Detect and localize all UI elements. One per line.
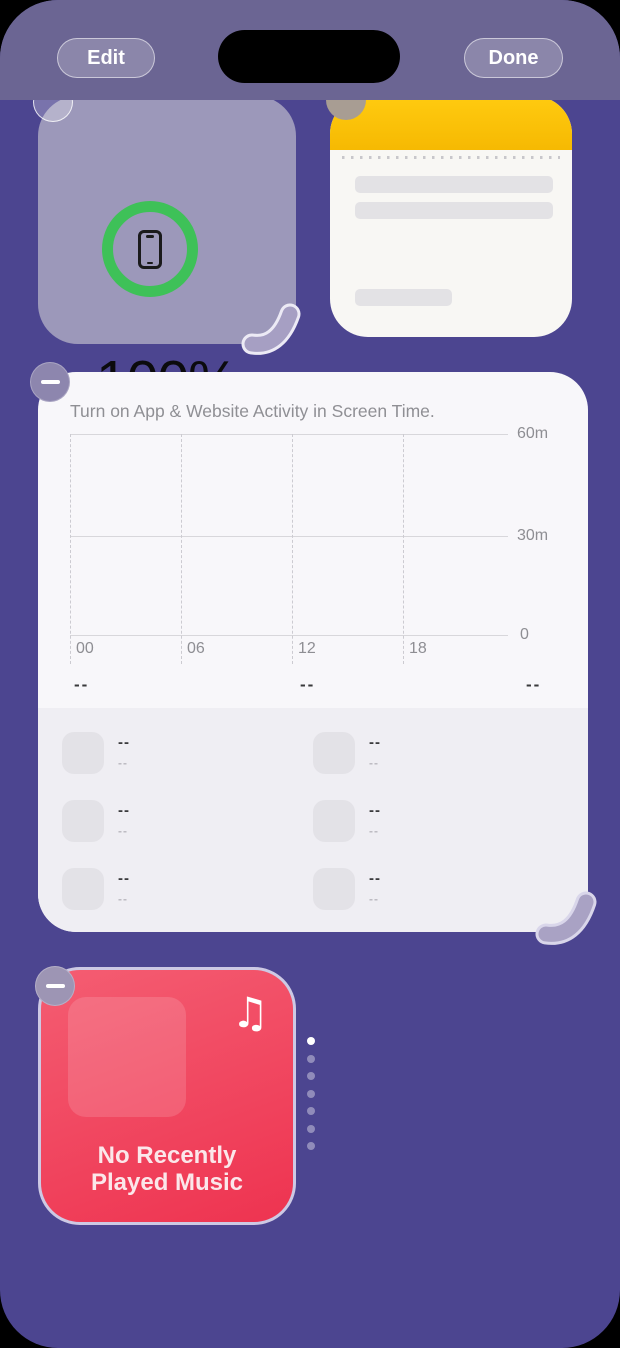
screen-time-message: Turn on App & Website Activity in Screen… bbox=[70, 401, 435, 421]
app-title: -- bbox=[118, 870, 130, 887]
list-item: -- -- bbox=[313, 868, 553, 910]
app-title: -- bbox=[118, 802, 130, 819]
album-art-placeholder bbox=[68, 997, 186, 1117]
summary-dash-left: -- bbox=[74, 675, 90, 694]
app-title: -- bbox=[369, 802, 381, 819]
summary-dash-right: -- bbox=[526, 675, 542, 694]
app-icon-placeholder bbox=[313, 800, 355, 842]
app-icon-placeholder bbox=[313, 732, 355, 774]
gridline-0 bbox=[70, 635, 508, 636]
widget-corner-curl-icon bbox=[241, 303, 301, 355]
page-dot bbox=[307, 1037, 315, 1045]
list-item: -- -- bbox=[62, 800, 302, 842]
screen-time-widget[interactable]: Turn on App & Website Activity in Screen… bbox=[30, 362, 588, 932]
iphone-icon bbox=[138, 230, 162, 269]
gridline-18 bbox=[403, 434, 404, 664]
page-dot bbox=[307, 1072, 315, 1080]
summary-dash-center: -- bbox=[300, 675, 316, 694]
list-item: -- -- bbox=[62, 732, 302, 774]
app-title: -- bbox=[369, 734, 381, 751]
note-text-placeholder bbox=[355, 176, 553, 193]
page-dot bbox=[307, 1107, 315, 1115]
app-subtitle: -- bbox=[369, 892, 379, 906]
edit-mode-header: Edit Done bbox=[0, 0, 620, 100]
page-dot bbox=[307, 1142, 315, 1150]
remove-widget-button-screen-time[interactable] bbox=[30, 362, 70, 402]
widget-stack-page-dots[interactable] bbox=[304, 1037, 318, 1160]
note-text-placeholder bbox=[355, 289, 452, 306]
app-subtitle: -- bbox=[369, 756, 379, 770]
x-tick-12: 12 bbox=[298, 640, 316, 657]
gridline-12 bbox=[292, 434, 293, 664]
x-tick-18: 18 bbox=[409, 640, 427, 657]
minus-icon bbox=[45, 984, 65, 988]
music-widget[interactable]: ♫ No Recently Played Music bbox=[35, 966, 296, 1225]
minus-icon bbox=[40, 380, 60, 384]
widget-corner-curl-icon bbox=[535, 891, 597, 945]
edit-button[interactable]: Edit bbox=[57, 38, 155, 78]
app-title: -- bbox=[118, 734, 130, 751]
perforation-dots-icon bbox=[342, 156, 560, 159]
gridline-00 bbox=[70, 434, 71, 664]
app-subtitle: -- bbox=[118, 756, 128, 770]
music-status-label: No Recently Played Music bbox=[41, 1142, 293, 1196]
iphone-chin-icon bbox=[147, 262, 153, 264]
y-tick-30m: 30m bbox=[517, 527, 549, 544]
x-tick-00: 00 bbox=[76, 640, 94, 657]
music-status-line1: No Recently bbox=[97, 1142, 237, 1169]
app-icon-placeholder bbox=[62, 732, 104, 774]
page-dot bbox=[307, 1089, 315, 1098]
notes-widget[interactable] bbox=[330, 96, 572, 337]
app-subtitle: -- bbox=[369, 824, 379, 838]
page-dot bbox=[307, 1124, 315, 1133]
app-icon-placeholder bbox=[62, 868, 104, 910]
note-text-placeholder bbox=[355, 202, 553, 219]
list-item: -- -- bbox=[62, 868, 302, 910]
app-subtitle: -- bbox=[118, 892, 128, 906]
music-status-line2: Played Music bbox=[90, 1169, 244, 1196]
list-item: -- -- bbox=[313, 732, 553, 774]
gridline-60m bbox=[70, 434, 508, 435]
gridline-30m bbox=[70, 536, 508, 537]
battery-ring-icon bbox=[102, 201, 198, 297]
y-tick-0: 0 bbox=[520, 626, 529, 643]
y-tick-60m: 60m bbox=[517, 425, 549, 442]
dynamic-island bbox=[218, 30, 400, 83]
music-note-icon: ♫ bbox=[231, 988, 269, 1037]
app-title: -- bbox=[369, 870, 381, 887]
iphone-notch-icon bbox=[146, 235, 154, 238]
x-tick-06: 06 bbox=[187, 640, 205, 657]
remove-widget-button-music[interactable] bbox=[35, 966, 75, 1006]
app-icon-placeholder bbox=[313, 868, 355, 910]
list-item: -- -- bbox=[313, 800, 553, 842]
notes-yellow-header bbox=[330, 96, 572, 150]
gridline-06 bbox=[181, 434, 182, 664]
app-subtitle: -- bbox=[118, 824, 128, 838]
page-dot bbox=[307, 1054, 315, 1063]
done-button[interactable]: Done bbox=[464, 38, 563, 78]
app-icon-placeholder bbox=[62, 800, 104, 842]
